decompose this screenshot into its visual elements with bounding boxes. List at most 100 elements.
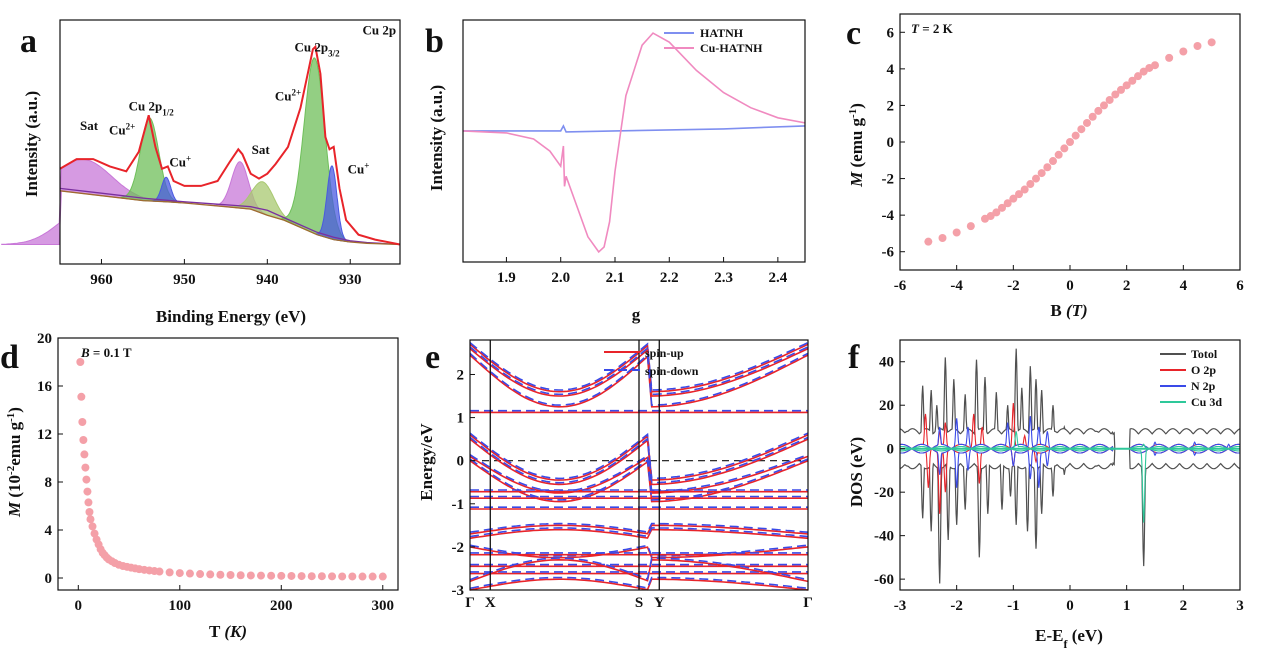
panel-b-xtick-label: 1.9	[497, 270, 516, 286]
panel-f-legend-label: Cu 3d	[1191, 395, 1222, 409]
panel-c-point	[1060, 144, 1069, 153]
panel-f-ytick-label: 0	[887, 442, 895, 458]
panel-c-ytick-label: -2	[882, 172, 895, 188]
panel-d-point	[358, 572, 367, 581]
panel-d-point	[90, 529, 99, 538]
panel-c-point	[1049, 157, 1057, 166]
panel-f-series-Totol-up	[899, 348, 1241, 450]
panel-f-series-O2p-down	[899, 448, 1241, 514]
panel-d-point	[226, 571, 235, 579]
annotation-superscript: +	[186, 153, 191, 163]
panel-d-point	[256, 571, 265, 580]
panel-f-xtick-label: -2	[950, 598, 963, 614]
panel-c-ylabel: M (emu g-1)	[847, 103, 866, 188]
panel-e-frame	[469, 339, 809, 591]
panel-d-ytick-label: 8	[45, 475, 53, 491]
panel-d-point	[216, 570, 225, 579]
panel-c: c -6 -4 -2 0 2 4 6 -6 -4 -2 0 2 4 6 B (T) M (emu g-1)…	[846, 13, 1244, 320]
panel-e-ytick-label: 1	[457, 411, 465, 427]
panel-d-point	[76, 358, 85, 366]
panel-e-legend-label: spin-up	[645, 346, 684, 360]
panel-f-xtick-label: -3	[894, 598, 907, 614]
panel-d-plot: 0 100 200 300 0 4 8 12 16 20	[37, 331, 399, 614]
panel-f-xtick-label: -1	[1007, 598, 1020, 614]
panel-b-legend-label: Cu-HATNH	[700, 41, 763, 55]
panel-f-ytick-label: 40	[879, 355, 894, 371]
panel-d-point	[246, 571, 255, 580]
panel-d-point	[317, 572, 326, 581]
panel-d-xlabel: T (K)	[209, 622, 247, 641]
panel-c-point	[1094, 106, 1103, 115]
panel-d-xtick-label: 0	[75, 598, 83, 614]
panel-c-xtick-label: 4	[1180, 278, 1188, 294]
panel-c-point	[1151, 61, 1159, 70]
panel-d-point	[236, 571, 245, 580]
panel-letter-b: b	[425, 23, 444, 60]
panel-f-xtick-label: 3	[1236, 598, 1244, 614]
panel-e-kpoint-label: Γ	[465, 595, 475, 611]
panel-d-point	[368, 572, 377, 581]
panel-c-plot: -6 -4 -2 0 2 4 6 -6 -4 -2 0 2 4 6	[882, 13, 1244, 294]
panel-c-ytick-label: -6	[882, 245, 895, 261]
panel-a-annotation: Cu2+	[275, 88, 301, 104]
panel-c-point	[1128, 76, 1137, 85]
panel-f-series-Totol-down	[899, 448, 1241, 584]
panel-c-point	[1020, 185, 1029, 194]
panel-b-frame	[462, 19, 806, 263]
panel-e-band-spin-down	[469, 346, 809, 396]
panel-f-plot: -3 -2 -1 0 1 2 3 -60 -40 -20 0 20 40 Totol O 2p N 2p Cu …	[874, 339, 1244, 614]
panel-c-point	[1105, 95, 1114, 104]
panel-d-frame	[57, 337, 399, 591]
panel-d-point	[378, 572, 387, 581]
panel-c-ytick-label: 2	[887, 98, 895, 114]
panel-d-point	[79, 436, 88, 444]
panel-c-xtick-label: -6	[894, 278, 907, 294]
panel-b-xtick-label: 2.3	[714, 270, 733, 286]
panel-a-fit-purple-line	[59, 187, 401, 246]
panel-f: f -3 -2 -1 0 1 2 3 -60 -40 -20 0 20 40 Totol O 2p N 2p C…	[847, 339, 1244, 651]
panel-c-xlabel: B (T)	[1050, 301, 1087, 320]
panel-c-point	[1117, 85, 1125, 94]
panel-d-ytick-label: 16	[37, 379, 53, 395]
panel-c-xtick-label: 6	[1236, 278, 1244, 294]
panel-a-annotation: Cu 2p1/2	[129, 98, 175, 117]
panel-a-xtick-label: 950	[173, 272, 196, 288]
panel-d-point	[287, 571, 296, 580]
panel-c-point	[998, 203, 1006, 212]
panel-c-point	[938, 234, 947, 242]
panel-d-xtick-label: 200	[270, 598, 293, 614]
panel-c-xtick-label: -2	[1007, 278, 1020, 294]
panel-e-band-spin-down	[469, 341, 809, 391]
panel-c-point	[1071, 131, 1080, 140]
annotation-subscript: 3/2	[328, 49, 340, 59]
panel-b-xtick-label: 2.2	[660, 270, 679, 286]
panel-f-legend-label: O 2p	[1191, 363, 1216, 377]
panel-c-point	[1054, 150, 1063, 159]
panel-c-point	[986, 212, 995, 221]
panel-c-point	[1037, 169, 1046, 178]
panel-e-legend-label: spin-down	[645, 364, 699, 378]
panel-b-ylabel: Intensity (a.u.)	[427, 85, 446, 191]
panel-d: d 0 100 200 300 0 4 8 12 16 20 T (K) M (10-2emu g…	[0, 331, 399, 641]
panel-e-ytick-label: 0	[457, 454, 465, 470]
panel-d-point	[196, 570, 205, 579]
panel-c-point	[1111, 90, 1120, 99]
panel-f-xtick-label: 2	[1180, 598, 1188, 614]
panel-a-ylabel: Intensity (a.u.)	[22, 91, 41, 197]
panel-a-annotation: Cu 2p	[362, 23, 396, 38]
panel-d-point	[175, 569, 184, 578]
panel-f-xtick-label: 1	[1123, 598, 1131, 614]
panel-b-xlabel: g	[632, 305, 641, 324]
panel-letter-f: f	[848, 339, 860, 376]
panel-f-series-Cu3d-down	[900, 448, 1240, 523]
panel-a-annotation: Sat	[80, 118, 99, 133]
panel-f-series-O2p-up	[899, 402, 1241, 450]
panel-f-ylabel: DOS (eV)	[847, 437, 866, 507]
panel-c-point	[1077, 125, 1086, 134]
panel-c-point	[1009, 194, 1018, 203]
panel-d-point	[81, 463, 90, 472]
